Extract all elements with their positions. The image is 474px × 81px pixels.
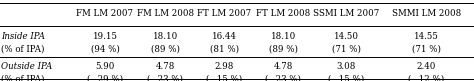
Text: (71 %): (71 %) xyxy=(331,44,361,53)
Text: 19.15: 19.15 xyxy=(92,32,118,41)
Text: 18.10: 18.10 xyxy=(271,32,296,41)
Text: FM LM 2007: FM LM 2007 xyxy=(76,9,134,18)
Text: (−15 %): (−15 %) xyxy=(206,74,243,81)
Text: 14.55: 14.55 xyxy=(414,32,439,41)
Text: (94 %): (94 %) xyxy=(91,44,119,53)
Text: Outside IPA: Outside IPA xyxy=(1,62,52,71)
Text: FT LM 2007: FT LM 2007 xyxy=(197,9,252,18)
Text: 16.44: 16.44 xyxy=(212,32,237,41)
Text: 18.10: 18.10 xyxy=(153,32,178,41)
Text: 14.50: 14.50 xyxy=(334,32,358,41)
Text: 3.08: 3.08 xyxy=(337,62,356,71)
Text: FT LM 2008: FT LM 2008 xyxy=(256,9,310,18)
Text: (−15 %): (−15 %) xyxy=(328,74,364,81)
Text: (% of IPA): (% of IPA) xyxy=(1,44,45,53)
Text: (−23 %): (−23 %) xyxy=(147,74,183,81)
Text: (89 %): (89 %) xyxy=(151,44,180,53)
Text: FM LM 2008: FM LM 2008 xyxy=(137,9,194,18)
Text: (71 %): (71 %) xyxy=(412,44,441,53)
Text: (% of IPA): (% of IPA) xyxy=(1,74,45,81)
Text: SMMI LM 2008: SMMI LM 2008 xyxy=(392,9,461,18)
Text: 4.78: 4.78 xyxy=(273,62,293,71)
Text: (81 %): (81 %) xyxy=(210,44,239,53)
Text: 5.90: 5.90 xyxy=(95,62,115,71)
Text: 4.78: 4.78 xyxy=(155,62,175,71)
Text: SSMI LM 2007: SSMI LM 2007 xyxy=(313,9,379,18)
Text: (−12 %): (−12 %) xyxy=(409,74,445,81)
Text: 2.98: 2.98 xyxy=(215,62,234,71)
Text: (−23 %): (−23 %) xyxy=(265,74,301,81)
Text: (89 %): (89 %) xyxy=(269,44,298,53)
Text: Inside IPA: Inside IPA xyxy=(1,32,45,41)
Text: (−29 %): (−29 %) xyxy=(87,74,123,81)
Text: 2.40: 2.40 xyxy=(417,62,436,71)
